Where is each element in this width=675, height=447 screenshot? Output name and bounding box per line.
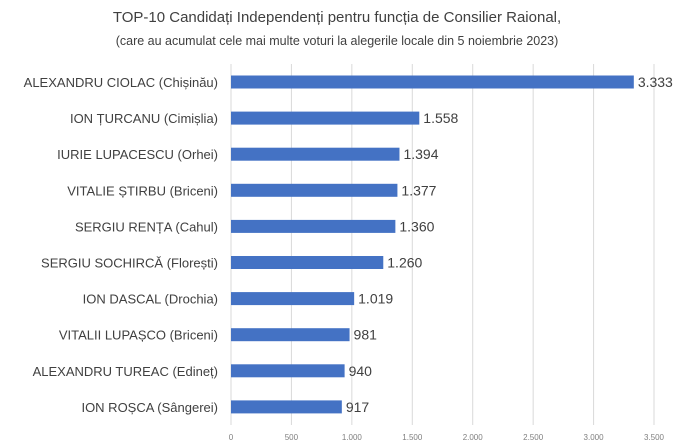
chart-title: TOP-10 Candidați Independenți pentru fun… bbox=[113, 9, 561, 26]
bar bbox=[231, 183, 398, 197]
chart-subtitle: (care au acumulat cele mai multe voturi … bbox=[116, 34, 559, 48]
data-label: 917 bbox=[346, 399, 370, 415]
bar bbox=[231, 364, 345, 378]
data-label: 1.394 bbox=[403, 146, 438, 162]
category-label: IURIE LUPACESCU (Orhei) bbox=[57, 147, 218, 162]
category-label: SERGIU SOCHIRCĂ (Florești) bbox=[41, 256, 218, 271]
x-tick-label: 2.500 bbox=[523, 433, 544, 442]
bar bbox=[231, 111, 420, 125]
data-label: 1.377 bbox=[401, 182, 436, 198]
bar bbox=[231, 75, 634, 89]
data-label: 3.333 bbox=[638, 74, 673, 90]
bar bbox=[231, 256, 384, 269]
category-label: ION ȚURCANU (Cimișlia) bbox=[70, 111, 218, 126]
bar bbox=[231, 292, 355, 306]
bar bbox=[231, 219, 396, 233]
x-tick-label: 0 bbox=[229, 433, 234, 442]
category-label: ALEXANDRU CIOLAC (Chișinău) bbox=[24, 75, 218, 90]
x-tick-label: 1.000 bbox=[342, 433, 363, 442]
category-label: SERGIU RENȚA (Cahul) bbox=[75, 219, 218, 234]
data-label: 940 bbox=[349, 363, 373, 379]
category-label: VITALIE ȘTIRBU (Briceni) bbox=[67, 183, 218, 198]
x-tick-label: 1.500 bbox=[402, 433, 423, 442]
bar bbox=[231, 147, 400, 161]
category-label: VITALII LUPAȘCO (Briceni) bbox=[59, 328, 218, 343]
category-label: ION DASCAL (Drochia) bbox=[83, 292, 218, 307]
data-label: 1.019 bbox=[358, 291, 393, 307]
data-label: 981 bbox=[354, 327, 378, 343]
data-label: 1.558 bbox=[423, 110, 458, 126]
x-tick-label: 2.000 bbox=[463, 433, 484, 442]
category-label: ALEXANDRU TUREAC (Edineț) bbox=[33, 364, 218, 379]
bar bbox=[231, 400, 342, 414]
x-tick-label: 3.000 bbox=[584, 433, 605, 442]
data-label: 1.260 bbox=[387, 255, 422, 271]
bar bbox=[231, 328, 350, 342]
data-label: 1.360 bbox=[399, 218, 434, 234]
x-tick-label: 3.500 bbox=[644, 433, 665, 442]
x-tick-label: 500 bbox=[285, 433, 299, 442]
category-label: ION ROȘCA (Sângerei) bbox=[81, 400, 218, 415]
